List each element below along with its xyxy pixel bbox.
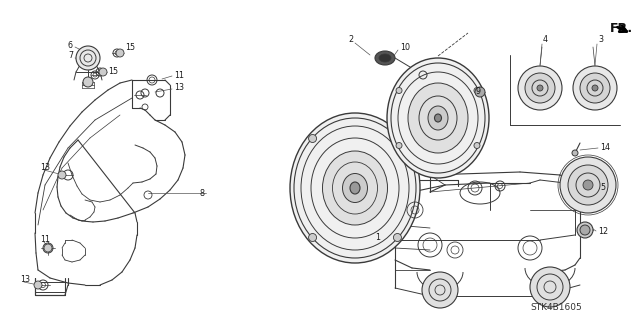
Text: STK4B1605: STK4B1605 — [530, 303, 582, 313]
Circle shape — [394, 234, 401, 241]
Circle shape — [583, 180, 593, 190]
Circle shape — [475, 87, 485, 97]
Ellipse shape — [375, 51, 395, 65]
Text: 2: 2 — [348, 35, 353, 44]
Text: 13: 13 — [40, 164, 50, 173]
Text: 1: 1 — [375, 234, 380, 242]
Circle shape — [308, 234, 317, 241]
Circle shape — [530, 267, 570, 307]
Circle shape — [518, 66, 562, 110]
Text: 11: 11 — [40, 235, 50, 244]
Text: 6: 6 — [68, 41, 73, 49]
Circle shape — [34, 281, 42, 289]
Text: FR.: FR. — [610, 22, 633, 35]
Text: 13: 13 — [20, 276, 30, 285]
Text: 5: 5 — [600, 183, 605, 192]
Circle shape — [116, 49, 124, 57]
Ellipse shape — [323, 151, 387, 225]
Ellipse shape — [379, 54, 391, 62]
Ellipse shape — [428, 106, 448, 130]
Bar — [35, 282, 65, 292]
Text: 11: 11 — [174, 70, 184, 79]
Text: 3: 3 — [598, 35, 603, 44]
Circle shape — [422, 272, 458, 308]
Ellipse shape — [342, 174, 367, 203]
Circle shape — [572, 150, 578, 156]
Circle shape — [573, 66, 617, 110]
Text: 10: 10 — [400, 42, 410, 51]
Circle shape — [76, 46, 100, 70]
Circle shape — [83, 77, 93, 87]
Text: 15: 15 — [108, 68, 118, 77]
Text: 7: 7 — [68, 51, 73, 61]
Text: 8: 8 — [200, 189, 205, 197]
Circle shape — [474, 143, 480, 149]
Circle shape — [580, 73, 610, 103]
Text: 15: 15 — [125, 43, 135, 53]
Text: 14: 14 — [600, 144, 610, 152]
Text: 4: 4 — [543, 35, 548, 44]
Text: 9: 9 — [475, 87, 480, 97]
Circle shape — [44, 244, 52, 252]
Circle shape — [525, 73, 555, 103]
Circle shape — [592, 85, 598, 91]
Circle shape — [568, 165, 608, 205]
Circle shape — [537, 85, 543, 91]
Circle shape — [580, 225, 590, 235]
Circle shape — [577, 222, 593, 238]
Text: 12: 12 — [598, 227, 608, 236]
Ellipse shape — [387, 58, 489, 178]
Circle shape — [396, 143, 402, 149]
Ellipse shape — [350, 182, 360, 194]
Circle shape — [394, 135, 401, 143]
Circle shape — [58, 171, 66, 179]
Ellipse shape — [435, 114, 442, 122]
Circle shape — [308, 135, 317, 143]
Circle shape — [560, 157, 616, 213]
Ellipse shape — [408, 83, 468, 153]
Circle shape — [396, 87, 402, 93]
Circle shape — [474, 87, 480, 93]
Ellipse shape — [290, 113, 420, 263]
Circle shape — [99, 68, 107, 76]
Text: 13: 13 — [174, 84, 184, 93]
